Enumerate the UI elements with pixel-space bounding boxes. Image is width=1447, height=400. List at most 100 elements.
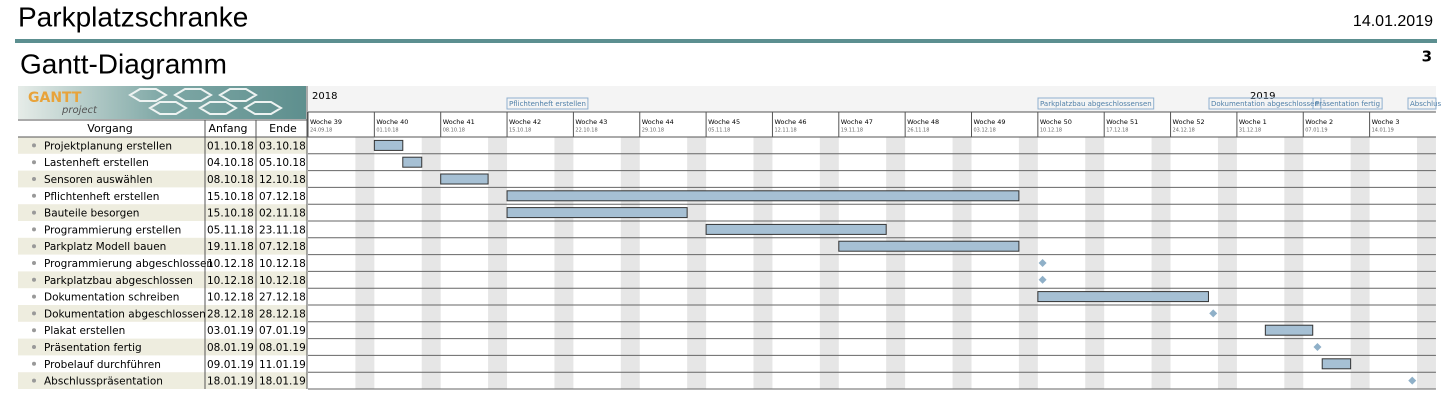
milestone-label-box (506, 97, 589, 110)
week-date: 12.11.18 (774, 128, 796, 134)
bullet (32, 277, 36, 282)
row-bg (18, 204, 307, 221)
task-start: 01.10.18 (207, 140, 254, 152)
task-name: Abschlusspräsentation (44, 376, 163, 388)
task-start: 08.10.18 (207, 174, 254, 186)
row-bg (18, 372, 307, 389)
task-end: 12.10.18 (259, 174, 306, 186)
weekend (886, 137, 906, 389)
logo-hexagons (128, 88, 283, 115)
weekend (952, 137, 972, 389)
task-bar (506, 190, 1020, 202)
task-name: Probelauf durchführen (44, 359, 161, 371)
week-label: Woche 47 (841, 118, 873, 126)
week-label: Woche 40 (376, 118, 408, 126)
row-bg (18, 170, 307, 188)
week-date: 29.10.18 (642, 128, 664, 134)
date: 14.01.2019 (1353, 13, 1433, 30)
week-date: 26.11.18 (907, 128, 929, 134)
weekend (1217, 137, 1237, 389)
column-header: Ende (269, 122, 297, 135)
week-label: Woche 41 (443, 118, 475, 126)
bullet (32, 378, 36, 383)
weekend (753, 137, 773, 389)
task-start: 05.11.18 (207, 224, 254, 236)
logo-sub: project (61, 105, 98, 116)
task-name: Dokumentation schreiben (44, 292, 179, 304)
milestone (1408, 376, 1417, 385)
weekend (1350, 137, 1370, 389)
column-header: Anfang (208, 122, 247, 135)
row-bg (18, 305, 307, 322)
year-band (308, 86, 1436, 112)
week-label: Woche 42 (509, 118, 541, 126)
task-bar (402, 156, 423, 168)
week-date: 19.11.18 (841, 128, 863, 134)
week-label: Woche 50 (1040, 118, 1072, 126)
task-bar (1321, 358, 1352, 370)
milestone (1209, 309, 1218, 318)
task-start: 15.10.18 (207, 191, 254, 203)
bullet (32, 160, 36, 165)
milestone (1038, 259, 1047, 267)
row-bg (18, 137, 307, 154)
task-start: 10.12.18 (207, 275, 254, 287)
milestone-label: Dokumentation abgeschlossen (1211, 100, 1319, 108)
task-name: Dokumentation abgeschlossen (44, 308, 206, 320)
task-start: 28.12.18 (207, 308, 254, 320)
row-bg (18, 338, 307, 356)
task-name: Sensoren auswählen (44, 174, 152, 186)
task-name: Parkplatzbau abgeschlossen (44, 275, 193, 287)
task-end: 07.12.18 (259, 191, 306, 203)
task-start: 04.10.18 (207, 157, 254, 169)
row-bg (18, 237, 307, 255)
task-end: 28.12.18 (259, 308, 306, 320)
task-name: Lastenheft erstellen (44, 157, 149, 169)
milestone-label-box (1208, 97, 1322, 110)
milestone-label: Abschlus (1410, 100, 1442, 108)
bullet (32, 244, 36, 249)
weekend (687, 137, 707, 389)
week-date: 10.12.18 (1040, 128, 1062, 134)
task-start: 19.11.18 (207, 241, 254, 253)
weekend (819, 137, 839, 389)
weekend (1284, 137, 1304, 389)
bullet (32, 294, 36, 299)
task-end: 05.10.18 (259, 157, 306, 169)
week-date: 24.09.18 (310, 128, 332, 134)
weekend (421, 137, 441, 389)
bullet (32, 193, 36, 198)
task-name: Programmierung erstellen (44, 224, 181, 236)
weekend (1416, 137, 1436, 389)
weekend (488, 137, 508, 389)
task-name: Programmierung abgeschlossen (44, 258, 213, 270)
weekend (355, 137, 375, 389)
weekend (554, 137, 574, 389)
bullet (32, 143, 36, 148)
task-start: 09.01.19 (207, 359, 254, 371)
task-name: Pflichtenheft erstellen (44, 191, 159, 203)
bullet (32, 361, 36, 366)
task-start: 15.10.18 (207, 208, 254, 220)
bullet (32, 345, 36, 349)
week-label: Woche 43 (575, 118, 607, 126)
week-label: Woche 1 (1239, 118, 1267, 126)
milestone (1313, 343, 1322, 351)
task-name: Präsentation fertig (44, 342, 142, 354)
rule (15, 39, 1437, 43)
week-label: Woche 3 (1372, 118, 1400, 126)
bullet (32, 227, 36, 232)
subtitle: Gantt-Diagramm (20, 48, 227, 79)
task-end: 23.11.18 (259, 224, 306, 236)
week-label: Woche 46 (774, 118, 806, 126)
bullet (32, 261, 36, 265)
weekend (1018, 137, 1038, 389)
task-start: 08.01.19 (207, 342, 254, 354)
milestone-label-box (1312, 97, 1383, 110)
task-end: 07.12.18 (259, 241, 306, 253)
task-end: 27.12.18 (259, 292, 306, 304)
column-header: Vorgang (87, 122, 132, 135)
week-date: 08.10.18 (443, 128, 465, 134)
year-label: 2019 (1250, 91, 1275, 102)
